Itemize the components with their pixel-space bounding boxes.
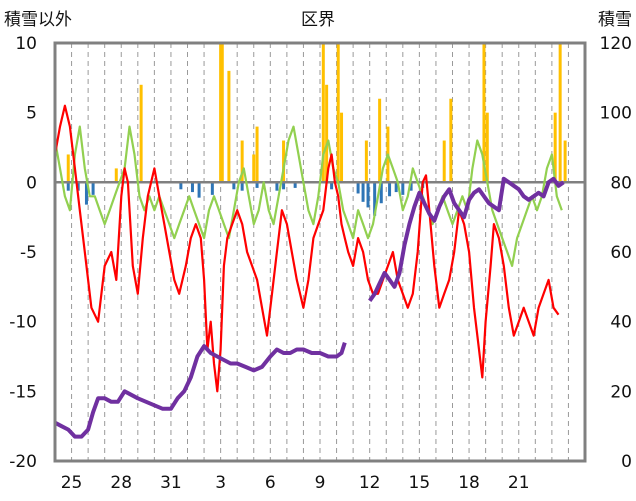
x-tick-label: 31 bbox=[160, 473, 182, 493]
x-tick-label: 21 bbox=[508, 473, 530, 493]
x-tick-label: 3 bbox=[215, 473, 226, 493]
series-line-min_temp bbox=[53, 125, 563, 267]
precip-bar-precip_rain bbox=[442, 140, 446, 183]
left-y-tick-label: 0 bbox=[26, 173, 37, 193]
x-tick-label: 15 bbox=[409, 473, 431, 493]
precip-bar-precip_snow bbox=[282, 182, 286, 190]
precip-bar-precip_snow bbox=[401, 182, 405, 195]
precip-bar-precip_rain bbox=[66, 154, 70, 183]
series-lines bbox=[53, 104, 565, 439]
left-y-tick-label: -20 bbox=[9, 452, 37, 472]
series-line-snow_depth bbox=[368, 176, 565, 302]
precip-bar-precip_rain bbox=[449, 98, 453, 183]
precip-bar-precip_rain bbox=[563, 140, 567, 183]
right-y-tick-label: 100 bbox=[600, 104, 632, 124]
precip-bar-precip_snow bbox=[210, 182, 214, 195]
precip-bar-precip_rain bbox=[482, 43, 486, 183]
x-tick-label: 9 bbox=[315, 473, 326, 493]
precip-bar-precip_snow bbox=[409, 182, 413, 191]
left-y-tick-label: -5 bbox=[20, 243, 37, 263]
precip-bar-precip_rain bbox=[340, 112, 344, 183]
x-tick-labels: 25 28 31 3 6 9 12 15 18 21 bbox=[61, 473, 530, 493]
series-line-max_temp bbox=[53, 104, 560, 393]
series-line-snow_depth bbox=[54, 341, 347, 439]
precip-bar-precip_rain bbox=[321, 43, 325, 183]
precip-bar-precip_snow bbox=[190, 182, 194, 193]
precip-bar-precip_snow bbox=[293, 182, 297, 188]
right-y-tick-label: 120 bbox=[600, 34, 632, 54]
precip-bar-precip_snow bbox=[197, 182, 201, 198]
left-y-tick-label: 10 bbox=[15, 34, 37, 54]
precip-bar-precip_rain bbox=[139, 84, 143, 183]
x-tick-label: 25 bbox=[61, 473, 83, 493]
precip-bar-precip_snow bbox=[76, 182, 80, 191]
precip-bar-precip_snow bbox=[379, 182, 383, 204]
precip-bar-precip_snow bbox=[84, 182, 88, 205]
precip-bar-precip_snow bbox=[179, 182, 183, 190]
precip-bar-precip_rain bbox=[240, 140, 244, 183]
left-y-tick-label: -10 bbox=[9, 313, 37, 333]
chart-title: 区界 bbox=[301, 10, 335, 30]
right-axis-label: 積雪 bbox=[598, 10, 632, 30]
x-tick-label: 6 bbox=[265, 473, 276, 493]
precip-bars bbox=[66, 43, 567, 216]
precip-bar-precip_rain bbox=[485, 112, 489, 183]
precip-bar-precip_rain bbox=[364, 140, 368, 183]
left-axis-label: 積雪以外 bbox=[4, 10, 72, 30]
precip-bar-precip_snow bbox=[366, 182, 370, 208]
precip-bar-precip_rain bbox=[252, 154, 256, 183]
right-y-tick-labels: 120 100 80 60 40 20 0 bbox=[600, 34, 632, 472]
precip-bar-precip_snow bbox=[240, 182, 244, 191]
x-tick-label: 28 bbox=[110, 473, 132, 493]
precip-bar-precip_rain bbox=[378, 98, 382, 183]
precip-bar-precip_snow bbox=[373, 182, 377, 216]
precip-bar-precip_rain bbox=[114, 168, 118, 183]
precip-bar-precip_rain bbox=[558, 43, 562, 183]
precip-bar-precip_snow bbox=[330, 182, 334, 190]
precip-bar-precip_snow bbox=[255, 182, 259, 188]
right-y-tick-label: 40 bbox=[610, 313, 632, 333]
left-y-tick-label: 5 bbox=[26, 104, 37, 124]
x-tick-label: 18 bbox=[458, 473, 480, 493]
right-y-tick-label: 20 bbox=[610, 382, 632, 402]
plot-border bbox=[53, 41, 587, 463]
precip-bar-precip_rain bbox=[219, 43, 223, 183]
precip-bar-precip_rain bbox=[325, 84, 329, 183]
precip-bar-precip_snow bbox=[361, 182, 365, 202]
right-y-tick-label: 0 bbox=[621, 452, 632, 472]
x-tick-label: 12 bbox=[359, 473, 381, 493]
left-y-tick-label: -15 bbox=[9, 382, 37, 402]
precip-bar-precip_snow bbox=[356, 182, 360, 194]
precip-bar-precip_rain bbox=[553, 112, 557, 183]
precip-bar-precip_rain bbox=[227, 70, 231, 183]
precip-bar-precip_rain bbox=[336, 43, 340, 183]
precip-bar-precip_rain bbox=[282, 140, 286, 183]
precip-bar-precip_snow bbox=[232, 182, 236, 190]
precip-bar-precip_snow bbox=[66, 182, 70, 191]
precip-bar-precip_snow bbox=[394, 182, 398, 193]
right-y-tick-label: 60 bbox=[610, 243, 632, 263]
precip-bar-precip_rain bbox=[255, 126, 259, 183]
precip-bar-precip_snow bbox=[91, 182, 95, 195]
precip-bar-precip_snow bbox=[275, 182, 279, 191]
right-y-tick-label: 80 bbox=[610, 173, 632, 193]
precip-bar-precip_snow bbox=[388, 182, 392, 197]
left-y-tick-labels: 10 5 0 -5 -10 -15 -20 bbox=[9, 34, 37, 472]
precip-bar-precip_rain bbox=[220, 43, 224, 183]
